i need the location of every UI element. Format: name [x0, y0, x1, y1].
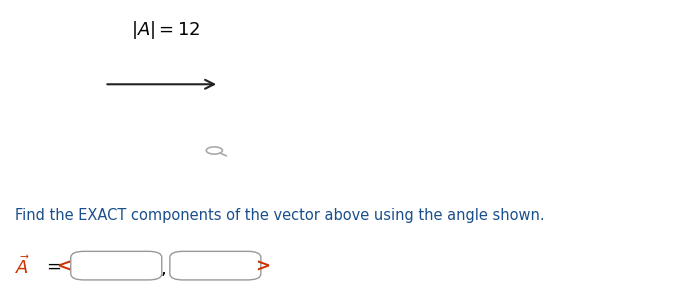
Text: <: < — [57, 257, 71, 275]
FancyBboxPatch shape — [71, 251, 162, 280]
Text: ,: , — [161, 260, 166, 278]
Text: Find the EXACT components of the vector above using the angle shown.: Find the EXACT components of the vector … — [15, 208, 545, 223]
Text: $\vec{A}$: $\vec{A}$ — [15, 255, 30, 278]
Text: $|A|=12$: $|A|=12$ — [131, 19, 201, 41]
Text: =: = — [46, 257, 61, 275]
FancyBboxPatch shape — [170, 251, 261, 280]
Text: >: > — [255, 257, 270, 275]
